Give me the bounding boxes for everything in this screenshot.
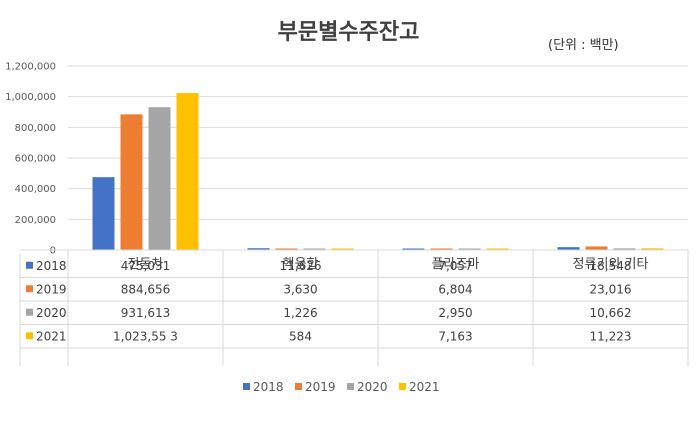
- bar-2021-3: [641, 248, 664, 250]
- y-tick-label: 1,200,000: [5, 62, 56, 73]
- table-series-label: 2021: [36, 329, 67, 343]
- y-tick-label: 600,000: [15, 154, 56, 165]
- unit-label: (단위 : 백만): [548, 38, 619, 53]
- table-legend-swatch: [26, 332, 33, 340]
- legend-swatch: [347, 383, 354, 390]
- table-cell-value: 23,016: [590, 282, 632, 296]
- y-tick-label: 800,000: [15, 123, 56, 134]
- legend-swatch: [399, 383, 406, 390]
- table-cell-value: 7,057: [438, 259, 472, 273]
- table-series-label: 2018: [36, 259, 67, 273]
- y-tick-label: 0: [50, 246, 56, 257]
- table-cell-value: 3,630: [283, 282, 317, 296]
- table-cell-value: 6,804: [438, 282, 472, 296]
- bar-2021-2: [486, 248, 509, 250]
- table-cell-value: 2,950: [438, 306, 472, 320]
- table-cell-value: 884,656: [121, 282, 171, 296]
- bar-2018-3: [557, 247, 580, 250]
- bar-2020-3: [613, 248, 636, 250]
- bar-2020-1: [303, 248, 326, 250]
- legend-label: 2019: [305, 380, 336, 394]
- bar-2021-0: [176, 93, 199, 250]
- chart-title: 부문별수주잔고: [277, 20, 420, 45]
- table-cell-value: 584: [289, 329, 312, 343]
- legend-swatch: [243, 383, 250, 390]
- legend-label: 2018: [253, 380, 284, 394]
- table-cell-value: 11,223: [590, 329, 632, 343]
- table-cell-value: 11,626: [280, 259, 322, 273]
- category-label: 플라즈마: [432, 257, 480, 272]
- table-cell-value: 931,613: [121, 306, 171, 320]
- category-label: 정류기외 기타: [573, 257, 649, 272]
- table-legend-swatch: [26, 308, 33, 316]
- legend-label: 2021: [409, 380, 440, 394]
- table-cell-value: 1,023,55 3: [113, 329, 178, 343]
- table-legend-swatch: [26, 261, 33, 269]
- bar-2019-2: [430, 248, 453, 250]
- bar-2019-1: [275, 248, 298, 250]
- table-cell-value: 7,163: [438, 329, 472, 343]
- bar-2018-0: [92, 177, 115, 250]
- legend-label: 2020: [357, 380, 388, 394]
- category-label: 전동차: [128, 257, 164, 272]
- table-series-label: 2020: [36, 306, 67, 320]
- table-series-label: 2019: [36, 282, 67, 296]
- bar-2018-2: [402, 248, 425, 250]
- category-label: 핵융합: [283, 257, 319, 272]
- table-cell-value: 10,662: [590, 306, 632, 320]
- y-tick-label: 1,000,000: [5, 92, 56, 103]
- bar-2021-1: [331, 248, 354, 250]
- bar-2019-0: [120, 114, 143, 250]
- table-legend-swatch: [26, 285, 33, 293]
- table-cell-value: 1,226: [283, 306, 317, 320]
- table-cell-value: 475,031: [121, 259, 171, 273]
- y-tick-label: 400,000: [15, 184, 56, 195]
- bar-2018-1: [247, 248, 270, 250]
- legend-swatch: [295, 383, 302, 390]
- table-cell-value: 18,548: [590, 259, 632, 273]
- y-tick-label: 200,000: [15, 215, 56, 226]
- bar-2019-3: [585, 246, 608, 250]
- bar-2020-2: [458, 248, 481, 250]
- bar-2020-0: [148, 107, 171, 250]
